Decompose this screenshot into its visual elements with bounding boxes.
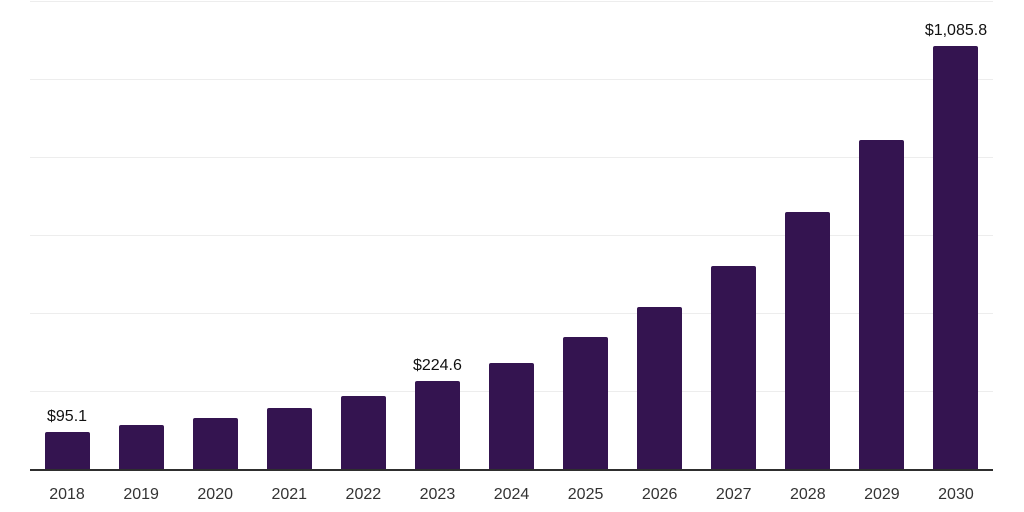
bar-2024 xyxy=(489,363,534,469)
x-axis-label-2024: 2024 xyxy=(493,486,530,503)
bar-2022 xyxy=(340,396,386,469)
x-axis-label-2022: 2022 xyxy=(345,486,382,503)
gridline xyxy=(30,78,993,80)
x-axis-label-2023: 2023 xyxy=(419,486,456,503)
bar-2019 xyxy=(118,425,164,469)
gridline xyxy=(30,1,993,2)
x-axis-label-2026: 2026 xyxy=(641,486,678,503)
x-axis-label-2029: 2029 xyxy=(864,486,900,503)
x-axis-label-2025: 2025 xyxy=(567,486,604,503)
bar-2027 xyxy=(711,266,757,469)
gridline xyxy=(30,156,993,158)
gridline xyxy=(30,234,993,236)
bar-2025 xyxy=(563,337,609,469)
x-axis-label-2019: 2019 xyxy=(123,486,159,503)
x-axis-label-2027: 2027 xyxy=(715,486,752,503)
bar-2030 xyxy=(933,45,979,469)
bar-2018 xyxy=(44,431,90,469)
value-label-2030: $1,085.8 xyxy=(924,21,988,39)
bar-2020 xyxy=(192,418,238,469)
value-label-2018: $95.1 xyxy=(47,407,88,425)
bar-2029 xyxy=(859,139,905,469)
x-axis-label-2028: 2028 xyxy=(790,486,826,503)
x-axis-line xyxy=(30,469,993,471)
x-axis-label-2021: 2021 xyxy=(271,486,308,503)
x-axis-label-2020: 2020 xyxy=(197,486,233,503)
gridline xyxy=(30,312,993,314)
value-label-2023: $224.6 xyxy=(412,357,462,375)
x-axis-label-2018: 2018 xyxy=(49,486,85,503)
x-axis-label-2030: 2030 xyxy=(938,486,974,503)
bar-2028 xyxy=(785,211,831,469)
bar-2021 xyxy=(266,407,312,469)
bar-2026 xyxy=(637,306,683,469)
bar-2023 xyxy=(414,381,460,469)
